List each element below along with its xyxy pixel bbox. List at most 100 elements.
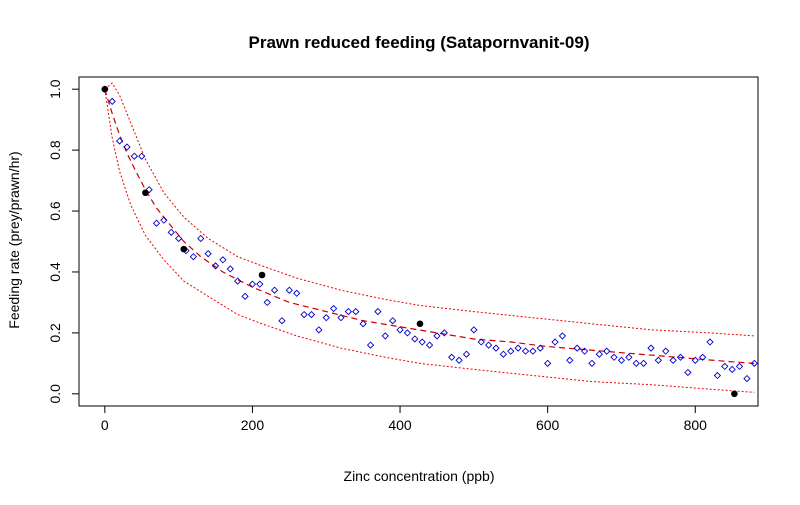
simulated-point: [256, 280, 264, 288]
y-axis-label: Feeding rate (prey/prawn/hr): [6, 151, 22, 328]
simulated-point: [684, 368, 692, 377]
x-tick-label: 400: [388, 417, 412, 433]
simulated-point: [322, 314, 330, 322]
simulated-point: [514, 344, 522, 352]
fit-line: [104, 89, 755, 364]
median-fit-line: [104, 89, 755, 364]
simulated-point: [462, 350, 471, 358]
simulated-point: [359, 320, 367, 328]
simulated-point: [654, 356, 663, 364]
simulated-point: [566, 356, 574, 364]
simulated-point: [152, 219, 161, 227]
simulated-point: [270, 286, 279, 294]
simulated-point: [300, 310, 308, 319]
simulated-point: [411, 335, 419, 343]
simulated-point: [448, 353, 456, 361]
simulated-point: [389, 317, 397, 325]
simulated-point: [595, 350, 603, 358]
simulated-points: [101, 85, 758, 383]
simulated-point: [492, 344, 500, 352]
simulated-point: [743, 374, 751, 383]
y-tick-label: 1.0: [47, 79, 63, 99]
observed-points: [101, 85, 738, 398]
simulated-point: [676, 353, 685, 361]
simulated-point: [529, 347, 537, 355]
simulated-point: [123, 143, 131, 151]
simulated-point: [610, 353, 618, 361]
simulated-point: [699, 353, 707, 361]
simulated-point: [617, 356, 626, 364]
simulated-point: [433, 332, 441, 340]
y-tick-label: 0.6: [47, 201, 63, 221]
simulated-point: [241, 292, 249, 300]
simulated-point: [204, 250, 212, 258]
simulated-point: [713, 371, 722, 380]
x-tick-label: 800: [684, 417, 708, 433]
simulated-point: [662, 347, 670, 355]
simulated-point: [603, 347, 611, 355]
simulated-point: [647, 344, 655, 352]
simulated-point: [219, 256, 227, 264]
simulated-point: [197, 234, 205, 243]
simulated-point: [544, 359, 552, 367]
x-axis: 0 200 400 600 800: [101, 405, 708, 433]
simulated-point: [507, 347, 515, 355]
simulated-point: [639, 359, 648, 367]
simulated-point: [477, 338, 485, 346]
y-tick-label: 0.0: [47, 384, 63, 404]
simulated-point: [329, 304, 338, 313]
x-tick-label: 0: [101, 417, 109, 433]
observed-point: [258, 271, 266, 279]
simulated-point: [381, 332, 389, 340]
simulated-point: [470, 326, 478, 334]
y-axis: 0.0 0.2 0.4 0.6 0.8 1.0: [47, 79, 80, 404]
y-tick-label: 0.4: [47, 262, 63, 282]
simulated-point: [189, 253, 198, 261]
simulated-point: [425, 341, 434, 349]
simulated-point: [573, 344, 581, 352]
simulated-point: [115, 137, 124, 145]
x-axis-label: Zinc concentration (ppb): [344, 468, 495, 484]
simulated-point: [728, 365, 736, 374]
simulated-point: [337, 314, 345, 322]
observed-point: [142, 189, 149, 197]
observed-point: [731, 390, 738, 398]
simulated-point: [588, 359, 596, 367]
simulated-point: [278, 317, 286, 325]
simulated-point: [396, 326, 404, 334]
simulated-point: [352, 307, 360, 316]
simulated-point: [285, 286, 293, 294]
simulated-point: [108, 97, 116, 106]
simulated-point: [160, 216, 168, 224]
simulated-point: [521, 347, 530, 355]
x-tick-label: 200: [241, 417, 265, 433]
simulated-point: [632, 359, 640, 367]
simulated-point: [706, 338, 714, 346]
simulated-point: [418, 338, 426, 346]
simulated-point: [403, 329, 412, 337]
upper-band-line: [104, 82, 755, 337]
simulated-point: [440, 329, 448, 337]
simulated-point: [735, 362, 744, 371]
simulated-point: [558, 332, 567, 340]
plot-frame: [78, 76, 759, 407]
simulated-point: [536, 344, 544, 352]
simulated-point: [167, 228, 175, 236]
observed-point: [416, 320, 424, 328]
simulated-point: [344, 307, 353, 316]
simulated-point: [750, 359, 758, 367]
simulated-point: [315, 326, 323, 334]
simulated-point: [293, 289, 301, 297]
simulated-point: [484, 341, 493, 349]
y-tick-label: 0.8: [47, 140, 63, 160]
observed-point: [180, 245, 188, 253]
simulated-point: [580, 347, 589, 355]
simulated-point: [374, 307, 382, 316]
chart-title: Prawn reduced feeding (Satapornvanit-09): [248, 33, 589, 52]
simulated-point: [211, 262, 220, 270]
observed-point: [101, 85, 109, 93]
simulated-point: [226, 265, 234, 273]
simulated-point: [669, 356, 677, 364]
simulated-point: [130, 152, 138, 160]
simulated-point: [721, 362, 729, 371]
